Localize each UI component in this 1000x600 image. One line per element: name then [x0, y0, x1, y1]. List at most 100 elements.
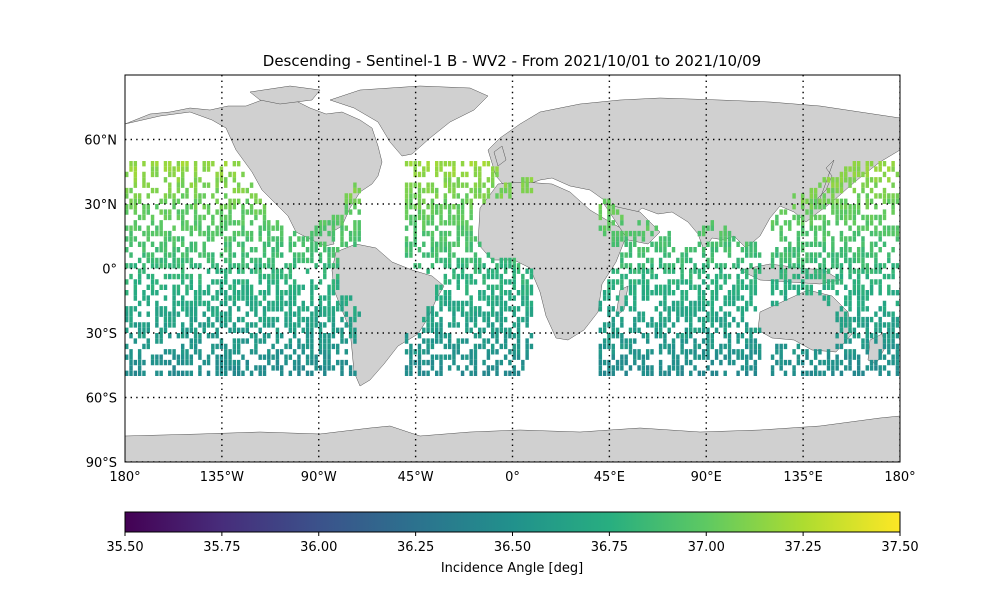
swath-cell [525, 354, 529, 360]
swath-cell [232, 220, 237, 226]
swath-cell [447, 182, 452, 188]
swath-cell [844, 295, 848, 301]
swath-cell [680, 290, 684, 296]
swath-cell [826, 198, 831, 204]
swath-cell [331, 247, 336, 253]
swath-cell [202, 247, 206, 253]
swath-cell [288, 273, 293, 280]
swath-cell [202, 214, 206, 221]
swath-cell [878, 220, 882, 226]
swath-cell [490, 327, 495, 333]
swath-cell [818, 349, 822, 355]
swath-cell [215, 354, 219, 360]
swath-cell [176, 263, 181, 269]
swath-cell [732, 316, 736, 323]
swath-cell [611, 209, 615, 215]
swath-cell [800, 349, 805, 355]
swath-cell [895, 359, 900, 366]
swath-cell [189, 204, 194, 210]
swath-cell [723, 263, 727, 269]
swath-cell [292, 327, 297, 333]
swath-cell [219, 354, 224, 360]
swath-cell [645, 295, 650, 301]
swath-cell [125, 290, 129, 296]
swath-cell [844, 257, 848, 264]
swath-cell [736, 338, 740, 344]
swath-cell [206, 209, 211, 215]
swath-cell [727, 338, 732, 344]
swath-cell [641, 333, 646, 339]
swath-cell [727, 354, 732, 360]
swath-cell [206, 306, 211, 312]
swath-cell [723, 316, 727, 323]
swath-cell [465, 257, 469, 264]
swath-cell [852, 209, 857, 215]
swath-cell [168, 166, 172, 172]
swath-cell [770, 354, 775, 360]
swath-cell [133, 370, 138, 376]
swath-cell [176, 161, 181, 167]
swath-cell [865, 343, 869, 350]
swath-cell [318, 225, 323, 231]
swath-cell [443, 193, 448, 199]
swath-cell [848, 354, 852, 360]
swath-cell [215, 209, 219, 215]
swath-cell [809, 290, 814, 296]
swath-cell [180, 166, 185, 172]
swath-cell [331, 290, 336, 296]
swath-cell [189, 263, 194, 269]
swath-cell [478, 241, 482, 247]
swath-cell [327, 306, 331, 312]
swath-cell [637, 354, 641, 360]
swath-cell [689, 284, 693, 290]
swath-cell [667, 327, 671, 333]
swath-cell [284, 354, 288, 360]
swath-cell [714, 247, 719, 253]
swath-cell [232, 171, 237, 178]
swath-cell [189, 359, 194, 366]
swath-cell [671, 247, 676, 253]
colorbar-tick-label: 35.75 [203, 540, 240, 555]
swath-cell [620, 236, 624, 242]
swath-cell [878, 230, 882, 237]
swath-cell [180, 322, 185, 328]
swath-cell [133, 306, 138, 312]
swath-cell [305, 333, 310, 339]
map-title: Descending - Sentinel-1 B - WV2 - From 2… [263, 52, 761, 70]
swath-cell [882, 230, 887, 237]
swath-cell [865, 166, 869, 172]
swath-cell [844, 354, 848, 360]
swath-cell [503, 338, 508, 344]
swath-cell [155, 166, 159, 172]
swath-cell [689, 359, 693, 366]
swath-cell [775, 252, 779, 258]
swath-cell [637, 247, 641, 253]
swath-cell [869, 359, 874, 366]
swath-cell [852, 166, 857, 172]
swath-cell [228, 306, 232, 312]
swath-cell [215, 327, 219, 333]
swath-cell [305, 268, 310, 274]
swath-cell [189, 354, 194, 360]
swath-cell [856, 354, 861, 360]
swath-cell [813, 225, 818, 231]
swath-cell [344, 193, 349, 199]
swath-cell [271, 354, 275, 360]
swath-cell [168, 252, 172, 258]
swath-cell [831, 359, 835, 366]
swath-cell [680, 311, 684, 317]
swath-cell [611, 279, 615, 285]
swath-cell [133, 236, 138, 242]
swath-cell [249, 295, 254, 301]
swath-cell [224, 370, 228, 376]
swath-cell [852, 290, 857, 296]
swath-cell [211, 306, 215, 312]
swath-cell [706, 349, 710, 355]
swath-cell [844, 247, 848, 253]
swath-cell [215, 306, 219, 312]
swath-cell [168, 273, 172, 280]
swath-cell [447, 295, 452, 301]
colorbar: 35.50 35.75 36.00 36.25 36.50 36.75 37.00 37.25… [106, 511, 919, 576]
swath-cell [529, 306, 534, 312]
swath-cell [159, 338, 163, 344]
